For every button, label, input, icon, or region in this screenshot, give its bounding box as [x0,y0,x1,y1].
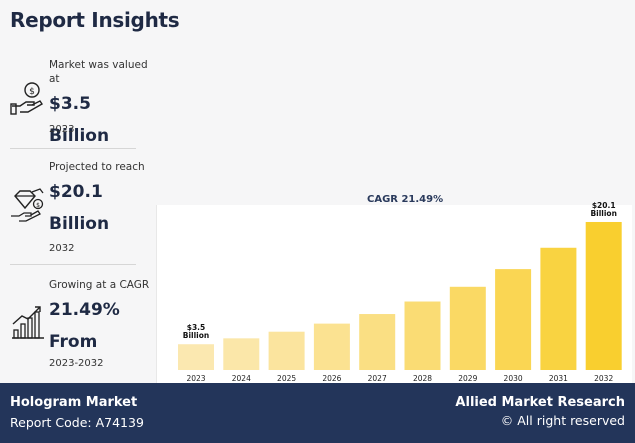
bar-2025 [268,331,305,370]
bar-2028 [404,301,441,370]
insight-cagr-years: 2023-2032 [49,358,104,369]
tick-label-2030: 2030 [504,374,523,383]
tick-label-2025: 2025 [277,374,296,383]
divider [10,264,136,265]
money-hand-icon: $ [10,80,46,116]
data-label-2023: $3.5 [187,323,206,332]
insight-cagr: Growing at a CAGR 21.49% From 2023-2032 [10,278,149,378]
footer: Hologram Market Report Code: A74139 Alli… [0,383,635,443]
tick-label-2027: 2027 [368,374,387,383]
diamond-growth-icon: $ [10,188,46,224]
insight-cagr-value: 21.49% From [49,300,120,352]
tick-label-2029: 2029 [458,374,477,383]
data-label-2023: Billion [183,331,210,340]
tick-label-2028: 2028 [413,374,432,383]
bar-2032 [585,221,622,370]
tick-label-2032: 2032 [594,374,613,383]
bar-2023 [178,344,214,370]
insight-valued-value: $3.5 Billion [49,94,110,146]
data-label-2032: $20.1 [592,201,616,210]
tick-label-2031: 2031 [549,374,568,383]
insight-valued-label: Market was valued at [49,59,148,85]
brand-name: Allied Market Research [455,395,625,410]
tick-label-2024: 2024 [232,374,251,383]
page-title: Report Insights [10,8,180,32]
copyright: © All right reserved [500,413,625,428]
bar-2030 [495,269,532,370]
cagr-label: CAGR 21.49% [367,194,444,205]
insight-valued: $ Market was valued at $3.5 Billion 2023 [10,58,148,146]
tick-label-2023: 2023 [186,374,205,383]
insight-projected-value: $20.1 Billion [49,182,110,234]
bar-2029 [449,286,486,370]
market-growth-chart: CAGR 21.49% 2023 2024 2025 2026 2027 2028 2029… [156,180,632,385]
insight-projected: $ Projected to reach $20.1 Billion 2032 [10,160,146,260]
report-name: Hologram Market [10,395,138,410]
insight-projected-label: Projected to reach [49,161,145,173]
svg-text:$: $ [36,202,40,209]
svg-text:$: $ [29,87,35,97]
bar-growth-icon [10,304,46,340]
chart-svg: 2023 2024 2025 2026 2027 2028 2029 2030 2031 2032… [178,201,622,383]
bar-2027 [359,314,396,370]
insight-cagr-label: Growing at a CAGR [49,279,150,291]
tick-label-2026: 2026 [322,374,341,383]
insight-projected-year: 2032 [49,243,75,254]
bar-2026 [313,323,350,370]
divider [10,148,136,149]
data-label-2032: Billion [590,209,617,218]
report-code: Report Code: A74139 [10,415,144,430]
bar-2031 [540,247,577,370]
insight-valued-year: 2023 [49,124,75,135]
bar-2024 [223,338,260,370]
